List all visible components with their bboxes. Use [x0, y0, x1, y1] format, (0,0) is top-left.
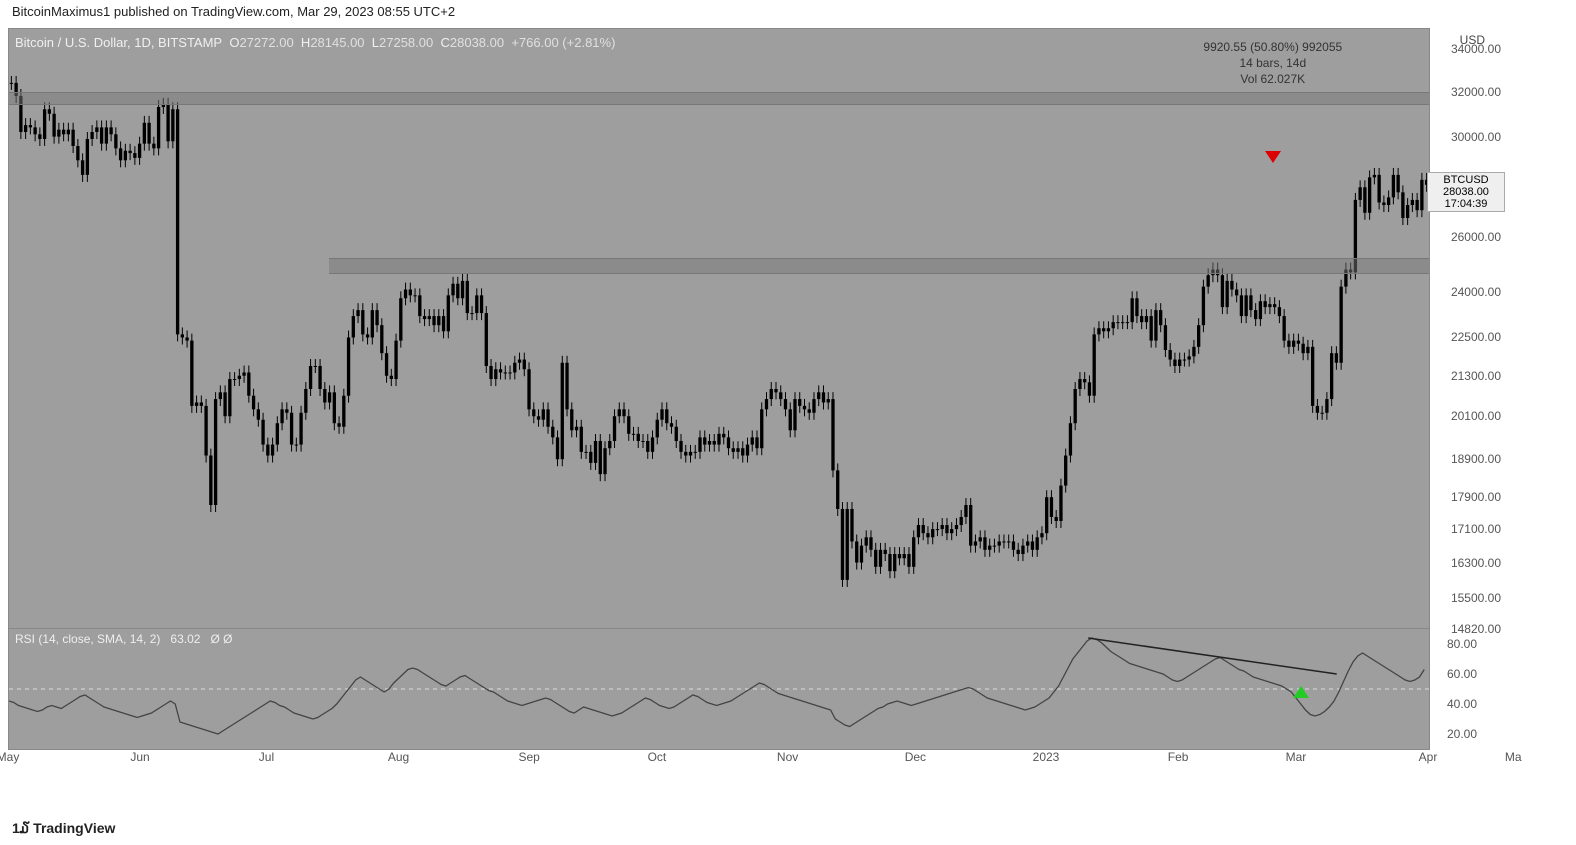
y-tick: 26000.00 [1451, 230, 1501, 244]
y-tick: 32000.00 [1451, 85, 1501, 99]
x-tick: May [0, 750, 19, 764]
y-tick: 30000.00 [1451, 130, 1501, 144]
y-tick: 18900.00 [1451, 452, 1501, 466]
x-tick: Nov [777, 750, 798, 764]
logo-icon: 1໓ [12, 820, 29, 836]
x-tick: 2023 [1033, 750, 1060, 764]
rsi-y-tick: 60.00 [1447, 667, 1477, 681]
price-y-axis: 34000.00 32000.00 30000.00 28038.00 26000.00… [1429, 29, 1505, 629]
x-tick: Sep [518, 750, 539, 764]
x-tick: Oct [648, 750, 667, 764]
price-zone [329, 258, 1430, 274]
x-tick: Feb [1168, 750, 1189, 764]
bullish-marker-icon [1293, 686, 1309, 698]
brand-text: TradingView [33, 820, 115, 836]
x-tick: Jul [259, 750, 274, 764]
tradingview-logo: 1໓TradingView [12, 820, 115, 837]
rsi-chart[interactable]: RSI (14, close, SMA, 14, 2) 63.02 Ø Ø 80… [8, 628, 1430, 750]
y-tick: 34000.00 [1451, 42, 1501, 56]
price-chart[interactable]: USD Bitcoin / U.S. Dollar, 1D, BITSTAMP … [8, 28, 1430, 630]
measure-annotation: Vol 62.027K [1240, 72, 1305, 86]
price-zone [9, 92, 1429, 105]
y-tick: 17900.00 [1451, 490, 1501, 504]
y-tick: 24000.00 [1451, 285, 1501, 299]
price-value: 28038.00 [1428, 186, 1504, 198]
last-price-tag: BTCUSD28038.0017:04:39 [1427, 172, 1505, 212]
rsi-y-tick: 80.00 [1447, 637, 1477, 651]
measure-annotation: 14 bars, 14d [1239, 56, 1306, 70]
x-tick: Jun [130, 750, 149, 764]
y-tick: 14820.00 [1451, 622, 1501, 636]
y-tick: 22500.00 [1451, 330, 1501, 344]
y-tick: 17100.00 [1451, 522, 1501, 536]
x-tick: Mar [1286, 750, 1307, 764]
y-tick: 16300.00 [1451, 556, 1501, 570]
measure-annotation: 9920.55 (50.80%) 992055 [1203, 40, 1342, 54]
bearish-marker-icon [1265, 151, 1281, 163]
y-tick: 15500.00 [1451, 591, 1501, 605]
x-tick: Ma [1505, 750, 1522, 764]
publish-line: BitcoinMaximus1 published on TradingView… [12, 4, 455, 19]
y-tick: 20100.00 [1451, 409, 1501, 423]
symbol-label: BTCUSD [1428, 174, 1504, 186]
x-tick: Apr [1419, 750, 1438, 764]
countdown: 17:04:39 [1428, 198, 1504, 210]
rsi-y-tick: 20.00 [1447, 727, 1477, 741]
y-tick: 21300.00 [1451, 369, 1501, 383]
x-tick: Dec [905, 750, 926, 764]
rsi-y-tick: 40.00 [1447, 697, 1477, 711]
time-axis: MayJunJulAugSepOctNovDec2023FebMarAprMa [8, 750, 1428, 772]
x-tick: Aug [388, 750, 409, 764]
